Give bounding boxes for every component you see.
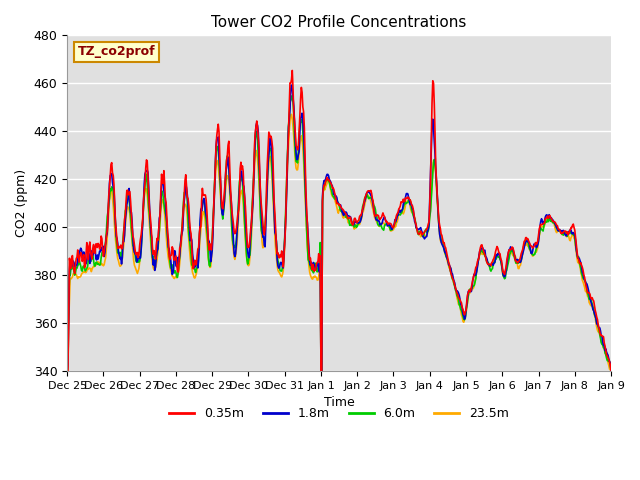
Line: 1.8m: 1.8m: [67, 85, 611, 371]
Y-axis label: CO2 (ppm): CO2 (ppm): [15, 169, 28, 237]
Line: 0.35m: 0.35m: [67, 71, 611, 371]
Legend: 0.35m, 1.8m, 6.0m, 23.5m: 0.35m, 1.8m, 6.0m, 23.5m: [164, 402, 514, 425]
X-axis label: Time: Time: [324, 396, 355, 409]
Line: 6.0m: 6.0m: [67, 96, 611, 371]
Text: TZ_co2prof: TZ_co2prof: [78, 46, 156, 59]
Title: Tower CO2 Profile Concentrations: Tower CO2 Profile Concentrations: [211, 15, 467, 30]
Line: 23.5m: 23.5m: [67, 114, 611, 371]
